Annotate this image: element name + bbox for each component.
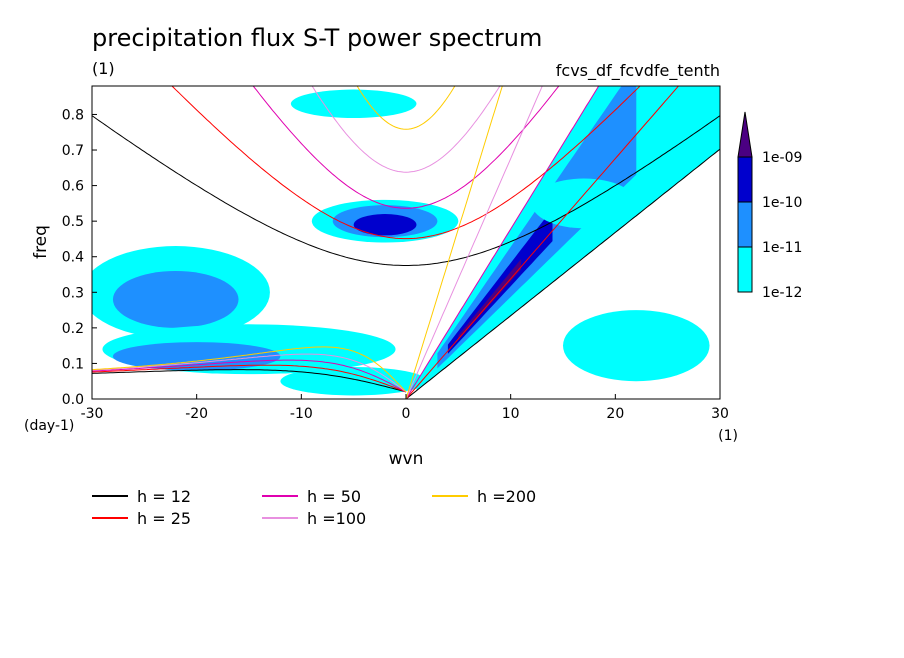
colorbar-segment (737, 201, 753, 248)
dispersion-line (311, 86, 501, 173)
dispersion-line (92, 359, 407, 393)
y-unit-label: (day-1) (24, 418, 74, 434)
y-tick-label: 0.8 (62, 107, 84, 123)
legend-label: h = 25 (137, 509, 191, 528)
y-tick-label: 0.1 (62, 356, 84, 372)
x-tick-label: 10 (502, 406, 520, 422)
run-label: fcvs_df_fcvdfe_tenth (556, 61, 720, 81)
power-region (112, 342, 281, 371)
power-region (458, 259, 522, 341)
power-region (531, 178, 637, 229)
dispersion-line (356, 86, 456, 130)
legend-label: h =100 (307, 509, 366, 528)
dispersion-line (92, 115, 720, 266)
y-tick-label: 0.3 (62, 285, 84, 301)
y-tick-label: 0.5 (62, 214, 84, 230)
x-tick-label: 30 (711, 406, 729, 422)
legend-label: h = 12 (137, 487, 191, 506)
plot-area (92, 86, 720, 399)
chart-title: precipitation flux S-T power spectrum (92, 24, 542, 52)
dispersion-line (92, 364, 407, 393)
colorbar: 1e-12 1e-11 1e-10 1e-09 (737, 111, 802, 301)
x-unit-label: (1) (718, 428, 738, 444)
x-tick-label: -30 (81, 406, 104, 422)
x-tick-label: 0 (402, 406, 411, 422)
legend: h = 12 h = 25 h = 50 h =100 h =200 (92, 487, 536, 528)
colorbar-label: 1e-10 (762, 195, 802, 211)
dispersion-line (92, 353, 407, 393)
dispersion-line (405, 86, 600, 399)
power-region (563, 310, 710, 382)
power-region (112, 270, 239, 328)
colorbar-segment (737, 246, 753, 293)
dispersion-line (252, 86, 560, 209)
y-tick-label: 0.2 (62, 321, 84, 337)
colorbar-extension (737, 111, 753, 158)
colorbar-segment (737, 156, 753, 203)
y-axis-label: freq (31, 225, 51, 259)
y-tick-label: 0.6 (62, 179, 84, 195)
dispersion-line (405, 86, 680, 399)
legend-label: h =200 (477, 487, 536, 506)
dispersion-line (405, 86, 503, 399)
dispersion-line (405, 148, 720, 399)
power-region (290, 89, 417, 119)
colorbar-label: 1e-12 (762, 285, 802, 301)
x-tick-label: 20 (606, 406, 624, 422)
y-tick-label: 0.7 (62, 143, 84, 159)
dispersion-line (405, 86, 543, 399)
dispersion-line (92, 369, 407, 393)
axes: -30 -20 -10 0 10 20 30 0.0 0.1 0.2 0.3 0.4 0.5 0.6 0.7… (62, 107, 729, 422)
legend-label: h = 50 (307, 487, 361, 506)
x-tick-label: -20 (185, 406, 208, 422)
dispersion-line (92, 346, 407, 393)
x-axis-label: wvn (389, 449, 424, 469)
units-left: (1) (92, 59, 115, 78)
colorbar-label: 1e-11 (762, 240, 802, 256)
colorbar-label: 1e-09 (762, 150, 802, 166)
x-tick-label: -10 (290, 406, 313, 422)
power-region (280, 366, 427, 396)
dispersion-line (171, 86, 641, 240)
y-tick-label: 0.0 (62, 392, 84, 408)
power-region (353, 214, 417, 236)
y-tick-label: 0.4 (62, 250, 84, 266)
